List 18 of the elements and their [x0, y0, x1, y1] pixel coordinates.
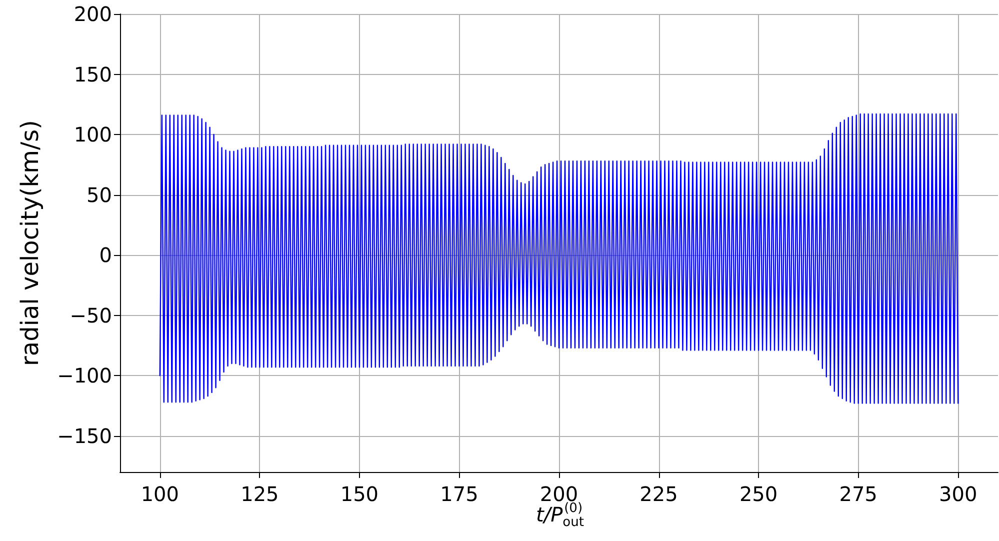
x-tick-label: 275 — [839, 482, 878, 506]
x-tick-label: 150 — [340, 482, 379, 506]
x-tick-label: 225 — [640, 482, 678, 506]
y-tick-label: 150 — [74, 62, 112, 86]
line-series — [159, 113, 959, 404]
y-tick-label: 0 — [99, 243, 112, 268]
y-tick-label: −150 — [57, 424, 112, 448]
y-axis-title: radial velocity(km/s) — [16, 120, 44, 366]
x-tick-label: 300 — [938, 482, 978, 506]
x-tick-label: 175 — [440, 482, 478, 506]
y-tick-label: 50 — [86, 182, 112, 207]
x-tick-label: 100 — [140, 482, 180, 506]
x-tick-label: 125 — [240, 482, 279, 506]
y-tick-label: −100 — [57, 364, 112, 388]
y-tick-label: 200 — [74, 2, 112, 26]
y-tick-label: −50 — [70, 303, 112, 328]
y-tick-label: 100 — [74, 122, 112, 147]
x-tick-label: 250 — [739, 482, 778, 506]
